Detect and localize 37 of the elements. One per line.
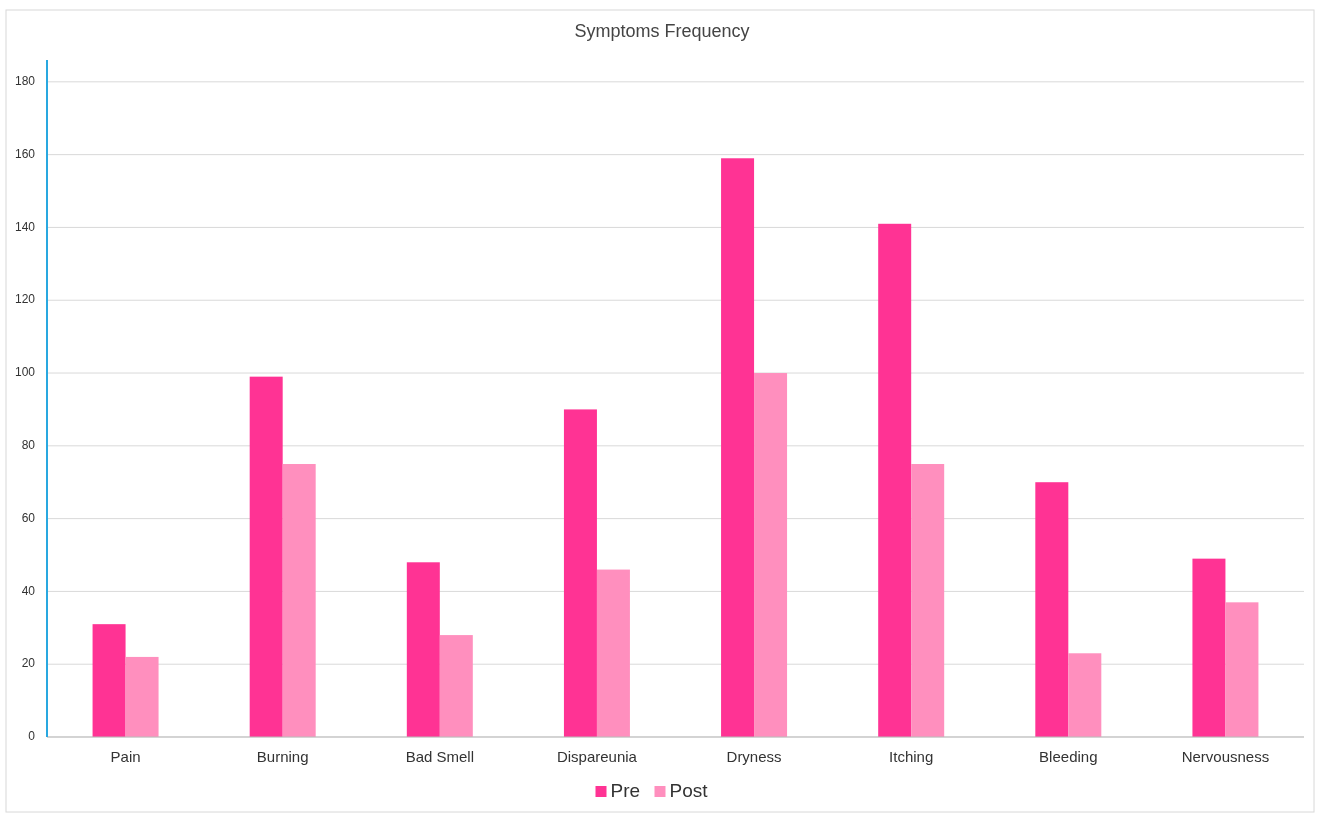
bar <box>92 624 126 737</box>
bar <box>754 373 788 737</box>
chart-title: Symptoms Frequency <box>574 20 750 41</box>
x-tick-label: Pain <box>110 747 141 765</box>
legend-label: Pre <box>610 780 641 802</box>
y-tick-label: 140 <box>14 219 36 234</box>
y-tick-label: 120 <box>14 292 36 307</box>
x-tick-label: Burning <box>256 747 309 765</box>
bar <box>721 158 755 737</box>
x-tick-label: Nervousness <box>1181 747 1270 765</box>
y-tick-label: 60 <box>21 510 36 525</box>
bar <box>1068 653 1102 737</box>
bar <box>439 635 473 737</box>
x-tick-label: Dispareunia <box>556 747 638 765</box>
x-tick-label: Itching <box>889 747 934 765</box>
bar <box>406 562 440 737</box>
y-tick-label: 40 <box>21 583 36 598</box>
legend-label: Post <box>669 780 709 802</box>
y-tick-label: 20 <box>21 656 36 671</box>
bar <box>1192 558 1226 737</box>
bar <box>911 464 945 737</box>
bar <box>1035 482 1069 737</box>
bar <box>563 409 597 737</box>
y-tick-label: 0 <box>28 729 36 744</box>
y-tick-label: 180 <box>14 74 36 89</box>
bar <box>878 223 912 737</box>
bar <box>249 376 283 737</box>
bar <box>596 569 630 737</box>
y-tick-label: 160 <box>14 146 36 161</box>
x-tick-label: Dryness <box>726 747 782 765</box>
bar <box>282 464 316 737</box>
bar <box>1225 602 1259 737</box>
x-tick-label: Bad Smell <box>405 747 474 765</box>
y-tick-label: 100 <box>14 365 36 380</box>
y-tick-label: 80 <box>21 437 36 452</box>
x-tick-label: Bleeding <box>1039 747 1098 765</box>
bar <box>125 656 159 737</box>
